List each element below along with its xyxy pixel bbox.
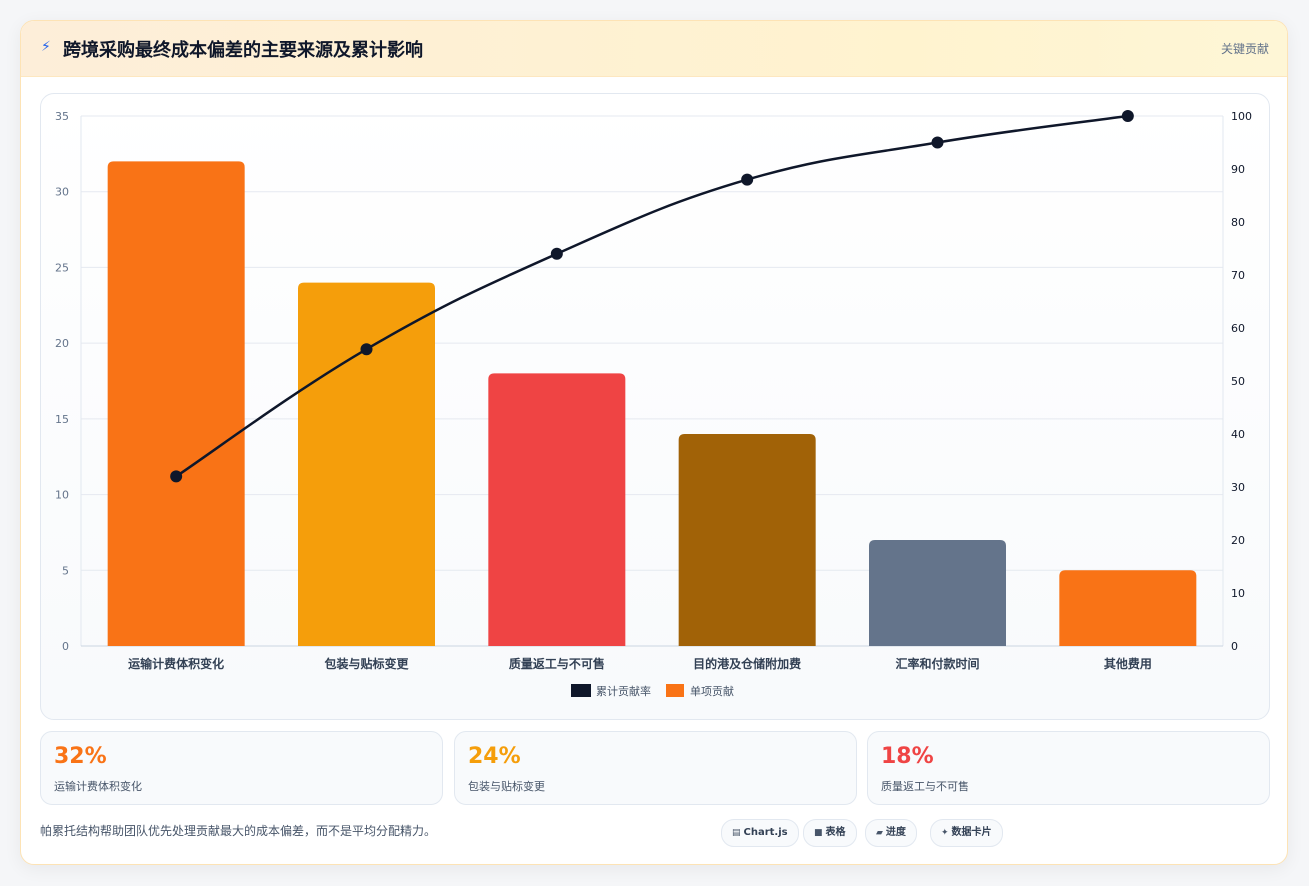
x-tick-label: 汇率和付款时间 [895, 656, 979, 671]
pill-data-card[interactable]: ✦ 数据卡片 [930, 819, 1003, 847]
bar [869, 540, 1006, 646]
pill-table[interactable]: ■ 表格 [803, 819, 857, 847]
legend-swatch-bar [666, 684, 684, 697]
pill-label: 表格 [825, 827, 846, 838]
pill-chartjs[interactable]: ▤ Chart.js [721, 819, 799, 847]
x-tick-label: 目的港及仓储附加费 [693, 656, 801, 671]
line-point [170, 470, 183, 483]
progress-icon: ▰ [876, 828, 883, 838]
legend-label: 单项贡献 [690, 684, 734, 698]
y-tick-left: 5 [62, 564, 69, 577]
y-tick-left: 25 [55, 261, 69, 274]
line-point [360, 343, 373, 356]
line-point [931, 136, 944, 149]
pill-label: 数据卡片 [951, 827, 992, 838]
y-tick-left: 15 [55, 413, 69, 426]
line-point [1121, 110, 1134, 122]
chart-panel: 0 5 10 15 20 25 30 35 0 10 20 30 40 50 60 70 80 90 100 运输计费… [40, 93, 1270, 720]
chart-card: ⚡ 跨境采购最终成本偏差的主要来源及累计影响 关键贡献 0 5 10 15 20 25 30… [20, 20, 1288, 865]
table-icon: ■ [814, 828, 823, 838]
bar [488, 373, 626, 646]
x-tick-label: 运输计费体积变化 [128, 656, 224, 671]
sparkle-icon: ✦ [941, 828, 949, 838]
y-tick-right: 30 [1231, 481, 1245, 494]
stat-value: 18% [881, 744, 934, 769]
lightning-icon: ⚡ [41, 39, 51, 55]
stat-value: 24% [468, 744, 521, 769]
y-tick-right: 0 [1231, 640, 1238, 653]
x-tick-label: 包装与贴标变更 [323, 656, 409, 671]
bar [107, 161, 245, 646]
x-tick-label: 质量返工与不可售 [509, 656, 605, 671]
bar [1059, 570, 1197, 646]
stat-card-1: 32% 运输计费体积变化 [40, 731, 443, 805]
y-tick-left: 20 [55, 337, 69, 350]
pill-label: 进度 [885, 827, 906, 838]
y-tick-right: 40 [1231, 428, 1245, 441]
y-tick-right: 60 [1231, 322, 1245, 335]
stat-label: 质量返工与不可售 [881, 780, 969, 793]
chart-icon: ▤ [732, 828, 741, 838]
stat-card-2: 24% 包装与贴标变更 [454, 731, 857, 805]
pill-progress[interactable]: ▰ 进度 [865, 819, 917, 847]
footer-note: 帕累托结构帮助团队优先处理贡献最大的成本偏差，而不是平均分配精力。 [40, 824, 437, 838]
y-tick-right: 90 [1231, 163, 1245, 176]
y-tick-right: 100 [1231, 110, 1252, 123]
line-point [550, 247, 563, 260]
bar [298, 282, 435, 646]
y-tick-right: 80 [1231, 216, 1245, 229]
stat-cards: 32% 运输计费体积变化 24% 包装与贴标变更 18% 质量返工与不可售 [40, 731, 1270, 805]
header-tag: 关键贡献 [1220, 42, 1269, 56]
bar [678, 434, 816, 646]
line-point [741, 173, 754, 186]
y-tick-left: 30 [55, 186, 69, 199]
stat-label: 包装与贴标变更 [468, 780, 545, 793]
cumulative-line [175, 114, 1129, 478]
y-tick-right: 50 [1231, 375, 1245, 388]
card-header: ⚡ 跨境采购最终成本偏差的主要来源及累计影响 关键贡献 [21, 21, 1287, 77]
y-tick-left: 10 [55, 489, 69, 502]
stat-label: 运输计费体积变化 [54, 780, 142, 793]
y-tick-right: 20 [1231, 534, 1245, 547]
y-tick-left: 35 [55, 110, 69, 123]
stat-value: 32% [54, 744, 107, 769]
y-tick-left: 0 [62, 640, 69, 653]
legend-label: 累计贡献率 [596, 684, 651, 698]
y-tick-right: 70 [1231, 269, 1245, 282]
legend-swatch-line [571, 684, 591, 697]
y-tick-right: 10 [1231, 587, 1245, 600]
pill-label: Chart.js [743, 827, 788, 838]
x-tick-label: 其他费用 [1104, 656, 1152, 671]
stat-card-3: 18% 质量返工与不可售 [867, 731, 1270, 805]
page-title: 跨境采购最终成本偏差的主要来源及累计影响 [63, 40, 423, 61]
pareto-chart: 0 5 10 15 20 25 30 35 0 10 20 30 40 50 60 70 80 90 100 运输计费… [55, 110, 1252, 698]
